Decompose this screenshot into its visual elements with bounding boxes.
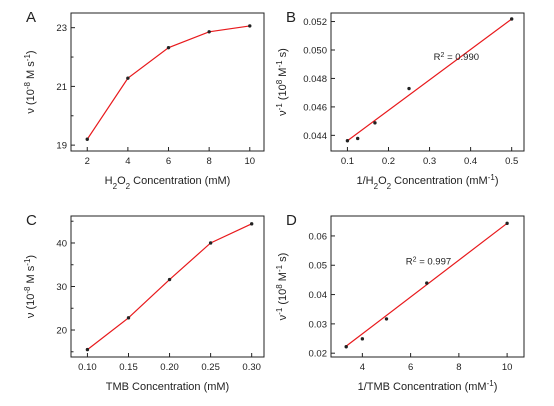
x-axis-label-d: 1/TMB Concentration (mM-1)	[358, 379, 498, 394]
panel-d: 4 6 8 10 0.02 0.03 0.04 0.05 0.06 R2 = 0.997 D 1/TM…	[275, 212, 525, 393]
x-tick-label-a: 6	[166, 156, 171, 167]
x-tick-label-b: 0.2	[382, 156, 395, 167]
data-point-c	[167, 277, 172, 282]
panel-letter-a: A	[26, 9, 36, 26]
data-point-d	[505, 221, 509, 226]
data-point-d	[425, 281, 429, 285]
y-tick-label-d: 0.06	[309, 231, 328, 242]
data-point-a	[248, 24, 252, 28]
y-tick-label-d: 0.04	[309, 290, 328, 301]
x-tick-label-d: 10	[502, 362, 513, 373]
y-tick-label-b: 0.048	[303, 74, 327, 85]
y-tick-label-a: 23	[56, 23, 67, 34]
y-tick-label-c: 40	[56, 238, 67, 249]
x-tick-label-d: 6	[408, 362, 413, 373]
data-point-b	[345, 139, 350, 143]
x-axis-label-c: TMB Concentration (mM)	[106, 381, 229, 393]
x-tick-label-b: 0.3	[423, 156, 436, 167]
data-point-d	[360, 337, 365, 341]
panel-c: 0.10 0.15 0.20 0.25 0.30 20 30 40 C TMB Concentra…	[23, 212, 265, 393]
x-axis-label-a: H2O2 Concentration (mM)	[105, 175, 231, 191]
x-tick-label-a: 2	[85, 156, 90, 167]
data-point-c	[126, 316, 131, 320]
data-point-d	[384, 317, 389, 321]
data-point-b	[373, 121, 377, 125]
x-tick-label-a: 10	[244, 156, 255, 167]
x-tick-label-b: 0.4	[464, 156, 477, 167]
panel-letter-b: B	[286, 9, 296, 26]
y-tick-label-c: 20	[56, 326, 67, 337]
x-tick-label-a: 4	[125, 156, 130, 167]
x-tick-label-a: 8	[206, 156, 211, 167]
r-squared-label-b: R2 = 0.990	[434, 51, 479, 63]
x-tick-label-c: 0.20	[160, 362, 179, 373]
data-point-c	[249, 222, 254, 226]
x-tick-label-b: 0.5	[505, 156, 518, 167]
plot-frame-d	[330, 215, 525, 358]
panel-letter-d: D	[286, 212, 297, 229]
y-tick-label-c: 30	[56, 282, 67, 293]
y-tick-label-a: 21	[56, 82, 67, 93]
y-tick-label-d: 0.05	[309, 261, 328, 272]
x-tick-label-b: 0.1	[341, 156, 354, 167]
y-tick-label-a: 19	[56, 141, 67, 152]
panel-a: 2 4 6 8 10 19 21 23 A H2O2 Concentration (mM) ν (1…	[23, 9, 265, 191]
data-point-d	[344, 345, 348, 349]
data-point-b	[355, 136, 360, 141]
data-point-a	[126, 76, 130, 80]
panel-b: 0.1 0.2 0.3 0.4 0.5 0.044 0.046 0.048 0.050 0.052…	[275, 9, 525, 191]
y-tick-label-b: 0.050	[303, 45, 327, 56]
panel-letter-c: C	[26, 212, 37, 229]
plot-frame-a	[70, 12, 265, 152]
x-tick-label-c: 0.30	[242, 362, 261, 373]
x-tick-label-c: 0.10	[78, 362, 97, 373]
plot-frame-b	[330, 12, 525, 152]
data-point-a	[207, 30, 211, 34]
y-tick-label-d: 0.03	[309, 319, 328, 330]
fit-line-b	[347, 18, 513, 142]
data-point-a	[166, 45, 171, 50]
y-axis-label-c: ν (10-8 M s-1)	[23, 255, 38, 318]
x-tick-label-d: 8	[456, 362, 461, 373]
y-tick-label-b: 0.044	[303, 131, 327, 142]
x-tick-label-c: 0.25	[201, 362, 220, 373]
x-axis-label-b: 1/H2O2 Concentration (mM-1)	[357, 173, 499, 191]
data-point-a	[85, 137, 89, 141]
x-tick-label-c: 0.15	[119, 362, 138, 373]
data-point-b	[407, 86, 411, 91]
r-squared-label-d: R2 = 0.997	[406, 256, 451, 268]
y-tick-label-b: 0.052	[303, 17, 327, 28]
y-axis-label-a: ν (10-8 M s-1)	[23, 50, 38, 113]
y-tick-label-d: 0.02	[309, 349, 328, 360]
y-tick-label-b: 0.046	[303, 102, 327, 113]
data-point-c	[85, 347, 90, 352]
data-point-b	[509, 17, 514, 21]
x-tick-label-d: 4	[360, 362, 365, 373]
data-point-c	[208, 241, 213, 245]
